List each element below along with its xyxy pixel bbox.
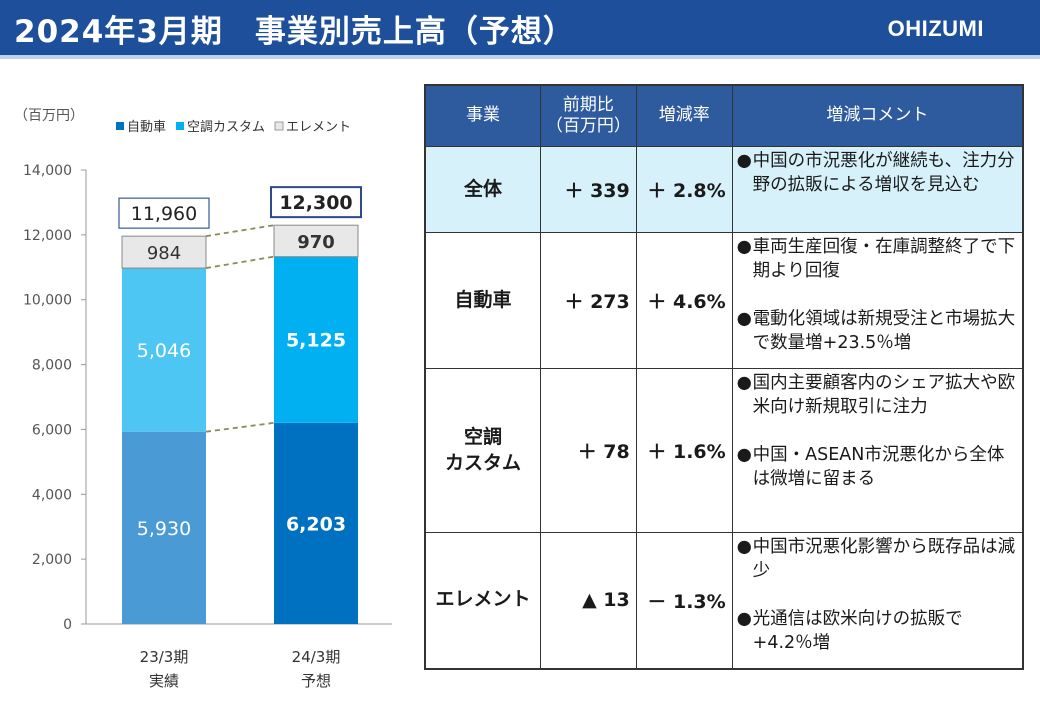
sales-stacked-bar-chart: （百万円） 自動車 空調カスタム エレメント 0 2,000 4,000 6,000 8,000…: [14, 108, 392, 690]
rate-cell: ＋ 4.6%: [635, 232, 733, 369]
comment-cell: ● 国内主要顧客内のシェア拡大や欧米向け新規取引に注力 ● 中国・ASEAN市況悪化…: [731, 368, 1024, 533]
y-tick-label: 10,000: [23, 293, 72, 309]
segment-cell: 自動車: [424, 232, 541, 369]
segment-cell: エレメント: [424, 532, 541, 669]
total-label-box: [270, 186, 362, 219]
legend-label: 空調カスタム: [187, 120, 265, 135]
x-tick-label: 24/3期予想: [292, 648, 341, 690]
bar-value-label: 6,203: [286, 513, 346, 535]
total-label-box: [118, 197, 210, 229]
total-label: 11,960: [131, 203, 197, 225]
y-tick-label: 6,000: [32, 422, 72, 438]
header-comment: 増減コメント: [731, 84, 1024, 147]
bar-segment: [122, 431, 206, 624]
table-row-hvac-custom: 空調 カスタム ＋ 78 ＋ 1.6% ● 国内主要顧客内のシェア拡大や欧米向け新規…: [424, 368, 1024, 533]
comment-item: ● 中国の市況悪化が継続も、注力分野の拡販による増収を見込む: [736, 151, 1015, 195]
bar-value-label: 5,046: [137, 340, 191, 362]
bar-segment: [274, 422, 358, 624]
table-row-automotive: 自動車 ＋ 273 ＋ 4.6% ● 車両生産回復・在庫調整終了で下期より回復 ●…: [424, 232, 1024, 369]
legend-swatch: [274, 121, 284, 131]
bar-segment: [121, 235, 207, 269]
y-tick-label: 14,000: [23, 163, 72, 179]
bar-value-label: 5,930: [137, 518, 191, 540]
page-title: 2024年3月期 事業別売上高（予想）: [14, 14, 575, 50]
rate-cell: ＋ 2.8%: [635, 146, 733, 233]
unit-label: （百万円）: [14, 108, 84, 124]
rate-cell: ＋ 1.6%: [635, 368, 733, 533]
y-tick-label: 12,000: [23, 228, 72, 244]
segment-cell: 空調 カスタム: [424, 368, 541, 533]
connector-line: [205, 255, 275, 269]
comment-cell: ● 車両生産回復・在庫調整終了で下期より回復 ● 電動化領域は新規受注と市場拡大で数…: [731, 232, 1024, 369]
rate-cell: － 1.3%: [635, 532, 733, 669]
table-row-total: 全体 ＋ 339 ＋ 2.8% ● 中国の市況悪化が継続も、注力分野の拡販による増…: [424, 146, 1024, 233]
comment-item: ● 車両生産回復・在庫調整終了で下期より回復: [736, 237, 1016, 281]
header-bar: 2024年3月期 事業別売上高（予想） OHIZUMI: [0, 0, 1040, 55]
y-tick-label: 4,000: [32, 487, 72, 503]
comment-item: ● 中国市況悪化影響から既存品は減少: [736, 537, 1016, 581]
y-tick-label: 8,000: [32, 358, 72, 374]
segment-comparison-table: 事業 前期比 （百万円） 増減率 増減コメント 全体 ＋ 339 ＋ 2.8% ●…: [424, 84, 1024, 670]
comment-cell: ● 中国市況悪化影響から既存品は減少 ● 光通信は欧米向けの拡販で+4.2％増: [731, 532, 1024, 669]
segment-cell: 全体: [424, 146, 541, 233]
header-rate: 増減率: [635, 84, 733, 147]
legend-label: 自動車: [127, 120, 166, 135]
bar-value-label: 970: [297, 232, 335, 253]
legend-swatch: [116, 122, 124, 130]
connector-line: [205, 421, 275, 433]
diff-cell: ▲ 13: [539, 532, 637, 669]
legend-swatch: [176, 122, 184, 130]
y-tick-label: 0: [63, 617, 72, 633]
bar-value-label: 984: [147, 243, 181, 264]
bar-value-label: 5,125: [286, 330, 346, 352]
comment-item: ● 国内主要顧客内のシェア拡大や欧米向け新規取引に注力: [736, 373, 1016, 417]
bar-segment: [274, 256, 358, 423]
diff-cell: ＋ 78: [539, 368, 637, 533]
bar-segment: [122, 268, 206, 432]
legend-label: エレメント: [286, 120, 351, 135]
comment-item: ● 中国・ASEAN市況悪化から全体は微増に留まる: [736, 445, 1005, 489]
table-row-element: エレメント ▲ 13 － 1.3% ● 中国市況悪化影響から既存品は減少 ● 光通信…: [424, 532, 1024, 669]
diff-cell: ＋ 273: [539, 232, 637, 369]
total-label: 12,300: [279, 192, 352, 214]
company-logo: OHIZUMI: [887, 16, 984, 41]
comment-cell: ● 中国の市況悪化が継続も、注力分野の拡販による増収を見込む: [731, 146, 1024, 233]
x-tick-label: 23/3期実績: [140, 648, 189, 690]
header-segment: 事業: [424, 84, 541, 147]
bar-segment: [273, 224, 359, 258]
comment-item: ● 光通信は欧米向けの拡販で+4.2％増: [736, 609, 963, 653]
comment-item: ● 電動化領域は新規受注と市場拡大で数量増+23.5％増: [736, 309, 1016, 353]
table-header-row: 事業 前期比 （百万円） 増減率 増減コメント: [424, 84, 1024, 147]
header-rule: [0, 55, 1040, 59]
header-diff: 前期比 （百万円）: [539, 84, 637, 147]
y-tick-label: 2,000: [32, 552, 72, 568]
diff-cell: ＋ 339: [539, 146, 637, 233]
connector-line: [205, 224, 275, 238]
